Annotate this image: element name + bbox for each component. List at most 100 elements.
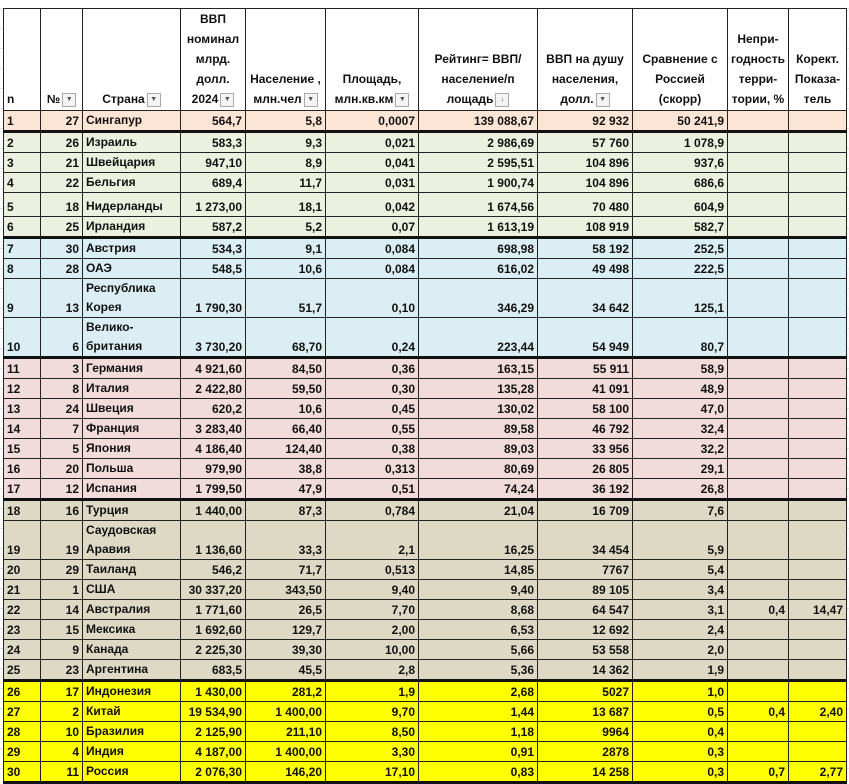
cell-area[interactable]: 1,9 [325, 679, 419, 702]
cell-corrected-index[interactable] [788, 216, 847, 238]
cell-corrected-index[interactable] [788, 130, 847, 153]
cell-number[interactable]: 12 [40, 478, 83, 500]
cell-corrected-index[interactable] [788, 520, 847, 560]
cell-area[interactable]: 0,0007 [325, 110, 419, 132]
cell-corrected-index[interactable] [788, 398, 847, 419]
cell-n[interactable]: 13 [3, 398, 41, 419]
cell-corrected-index[interactable] [788, 438, 847, 459]
cell-unsuitability[interactable] [727, 398, 789, 419]
cell-rating[interactable]: 80,69 [418, 458, 538, 479]
cell-gdp[interactable]: 1 771,60 [180, 599, 246, 620]
cell-unsuitability[interactable] [727, 579, 789, 600]
cell-unsuitability[interactable] [727, 478, 789, 500]
cell-number[interactable]: 9 [40, 639, 83, 660]
cell-area[interactable]: 0,784 [325, 498, 419, 521]
cell-unsuitability[interactable]: 0,7 [727, 761, 789, 784]
cell-population[interactable]: 51,7 [245, 278, 326, 318]
cell-gdp-per-capita[interactable]: 58 192 [537, 236, 633, 259]
cell-rating[interactable]: 2,68 [418, 679, 538, 702]
cell-area[interactable]: 0,51 [325, 478, 419, 500]
cell-corrected-index[interactable] [788, 559, 847, 580]
cell-area[interactable]: 0,10 [325, 278, 419, 318]
cell-number[interactable]: 24 [40, 398, 83, 419]
cell-n[interactable]: 18 [3, 498, 41, 521]
cell-n[interactable]: 14 [3, 418, 41, 439]
cell-unsuitability[interactable] [727, 741, 789, 762]
cell-number[interactable]: 1 [40, 579, 83, 600]
cell-n[interactable]: 30 [3, 761, 41, 784]
cell-n[interactable]: 24 [3, 639, 41, 660]
cell-population[interactable]: 1 400,00 [245, 701, 326, 722]
cell-gdp[interactable]: 3 730,20 [180, 317, 246, 358]
cell-gdp[interactable]: 1 136,60 [180, 520, 246, 560]
cell-country[interactable]: Аргентина [82, 659, 181, 681]
cell-corrected-index[interactable] [788, 458, 847, 479]
cell-rating[interactable]: 1,18 [418, 721, 538, 742]
cell-country[interactable]: ОАЭ [82, 258, 181, 279]
cell-n[interactable]: 15 [3, 438, 41, 459]
cell-unsuitability[interactable] [727, 520, 789, 560]
cell-rating[interactable]: 16,25 [418, 520, 538, 560]
cell-corrected-index[interactable] [788, 278, 847, 318]
cell-number[interactable]: 8 [40, 378, 83, 399]
cell-country[interactable]: Италия [82, 378, 181, 399]
cell-unsuitability[interactable] [727, 659, 789, 681]
cell-country[interactable]: Австралия [82, 599, 181, 620]
cell-gdp[interactable]: 1 430,00 [180, 679, 246, 702]
cell-compare-russia[interactable]: 222,5 [632, 258, 728, 279]
cell-number[interactable]: 15 [40, 619, 83, 640]
cell-gdp[interactable]: 3 283,40 [180, 418, 246, 439]
cell-gdp[interactable]: 4 187,00 [180, 741, 246, 762]
cell-population[interactable]: 1 400,00 [245, 741, 326, 762]
cell-country[interactable]: Франция [82, 418, 181, 439]
cell-area[interactable]: 0,513 [325, 559, 419, 580]
cell-number[interactable]: 27 [40, 110, 83, 132]
cell-gdp-per-capita[interactable]: 57 760 [537, 130, 633, 153]
cell-country[interactable]: Канада [82, 639, 181, 660]
cell-rating[interactable]: 1 613,19 [418, 216, 538, 238]
cell-compare-russia[interactable]: 125,1 [632, 278, 728, 318]
cell-country[interactable]: Саудовская Аравия [82, 520, 181, 560]
filter-dropdown-icon[interactable]: ▼ [395, 92, 410, 107]
cell-area[interactable]: 9,70 [325, 701, 419, 722]
cell-unsuitability[interactable] [727, 356, 789, 379]
cell-country[interactable]: Швеция [82, 398, 181, 419]
cell-n[interactable]: 2 [3, 130, 41, 153]
cell-area[interactable]: 0,45 [325, 398, 419, 419]
cell-unsuitability[interactable] [727, 559, 789, 580]
cell-compare-russia[interactable]: 26,8 [632, 478, 728, 500]
cell-number[interactable]: 20 [40, 458, 83, 479]
cell-population[interactable]: 11,7 [245, 172, 326, 193]
sort-descending-filter-icon[interactable]: ↓ [495, 92, 510, 107]
cell-gdp[interactable]: 548,5 [180, 258, 246, 279]
cell-rating[interactable]: 74,24 [418, 478, 538, 500]
cell-rating[interactable]: 6,53 [418, 619, 538, 640]
cell-rating[interactable]: 139 088,67 [418, 110, 538, 132]
cell-unsuitability[interactable] [727, 172, 789, 193]
cell-unsuitability[interactable] [727, 721, 789, 742]
cell-gdp[interactable]: 1 692,60 [180, 619, 246, 640]
cell-rating[interactable]: 163,15 [418, 356, 538, 379]
cell-unsuitability[interactable]: 0,4 [727, 599, 789, 620]
cell-number[interactable]: 5 [40, 438, 83, 459]
cell-country[interactable]: Индия [82, 741, 181, 762]
cell-area[interactable]: 2,00 [325, 619, 419, 640]
cell-gdp-per-capita[interactable]: 34 454 [537, 520, 633, 560]
cell-area[interactable]: 0,041 [325, 152, 419, 173]
cell-rating[interactable]: 0,83 [418, 761, 538, 784]
cell-area[interactable]: 2,8 [325, 659, 419, 681]
cell-gdp-per-capita[interactable]: 34 642 [537, 278, 633, 318]
cell-rating[interactable]: 14,85 [418, 559, 538, 580]
cell-n[interactable]: 16 [3, 458, 41, 479]
cell-country[interactable]: Бельгия [82, 172, 181, 193]
cell-area[interactable]: 0,031 [325, 172, 419, 193]
cell-n[interactable]: 10 [3, 317, 41, 358]
cell-corrected-index[interactable] [788, 679, 847, 702]
cell-unsuitability[interactable]: 0,4 [727, 701, 789, 722]
cell-population[interactable]: 10,6 [245, 398, 326, 419]
cell-gdp[interactable]: 979,90 [180, 458, 246, 479]
cell-country[interactable]: Сингапур [82, 110, 181, 132]
cell-number[interactable]: 7 [40, 418, 83, 439]
cell-corrected-index[interactable] [788, 172, 847, 193]
cell-compare-russia[interactable]: 7,6 [632, 498, 728, 521]
